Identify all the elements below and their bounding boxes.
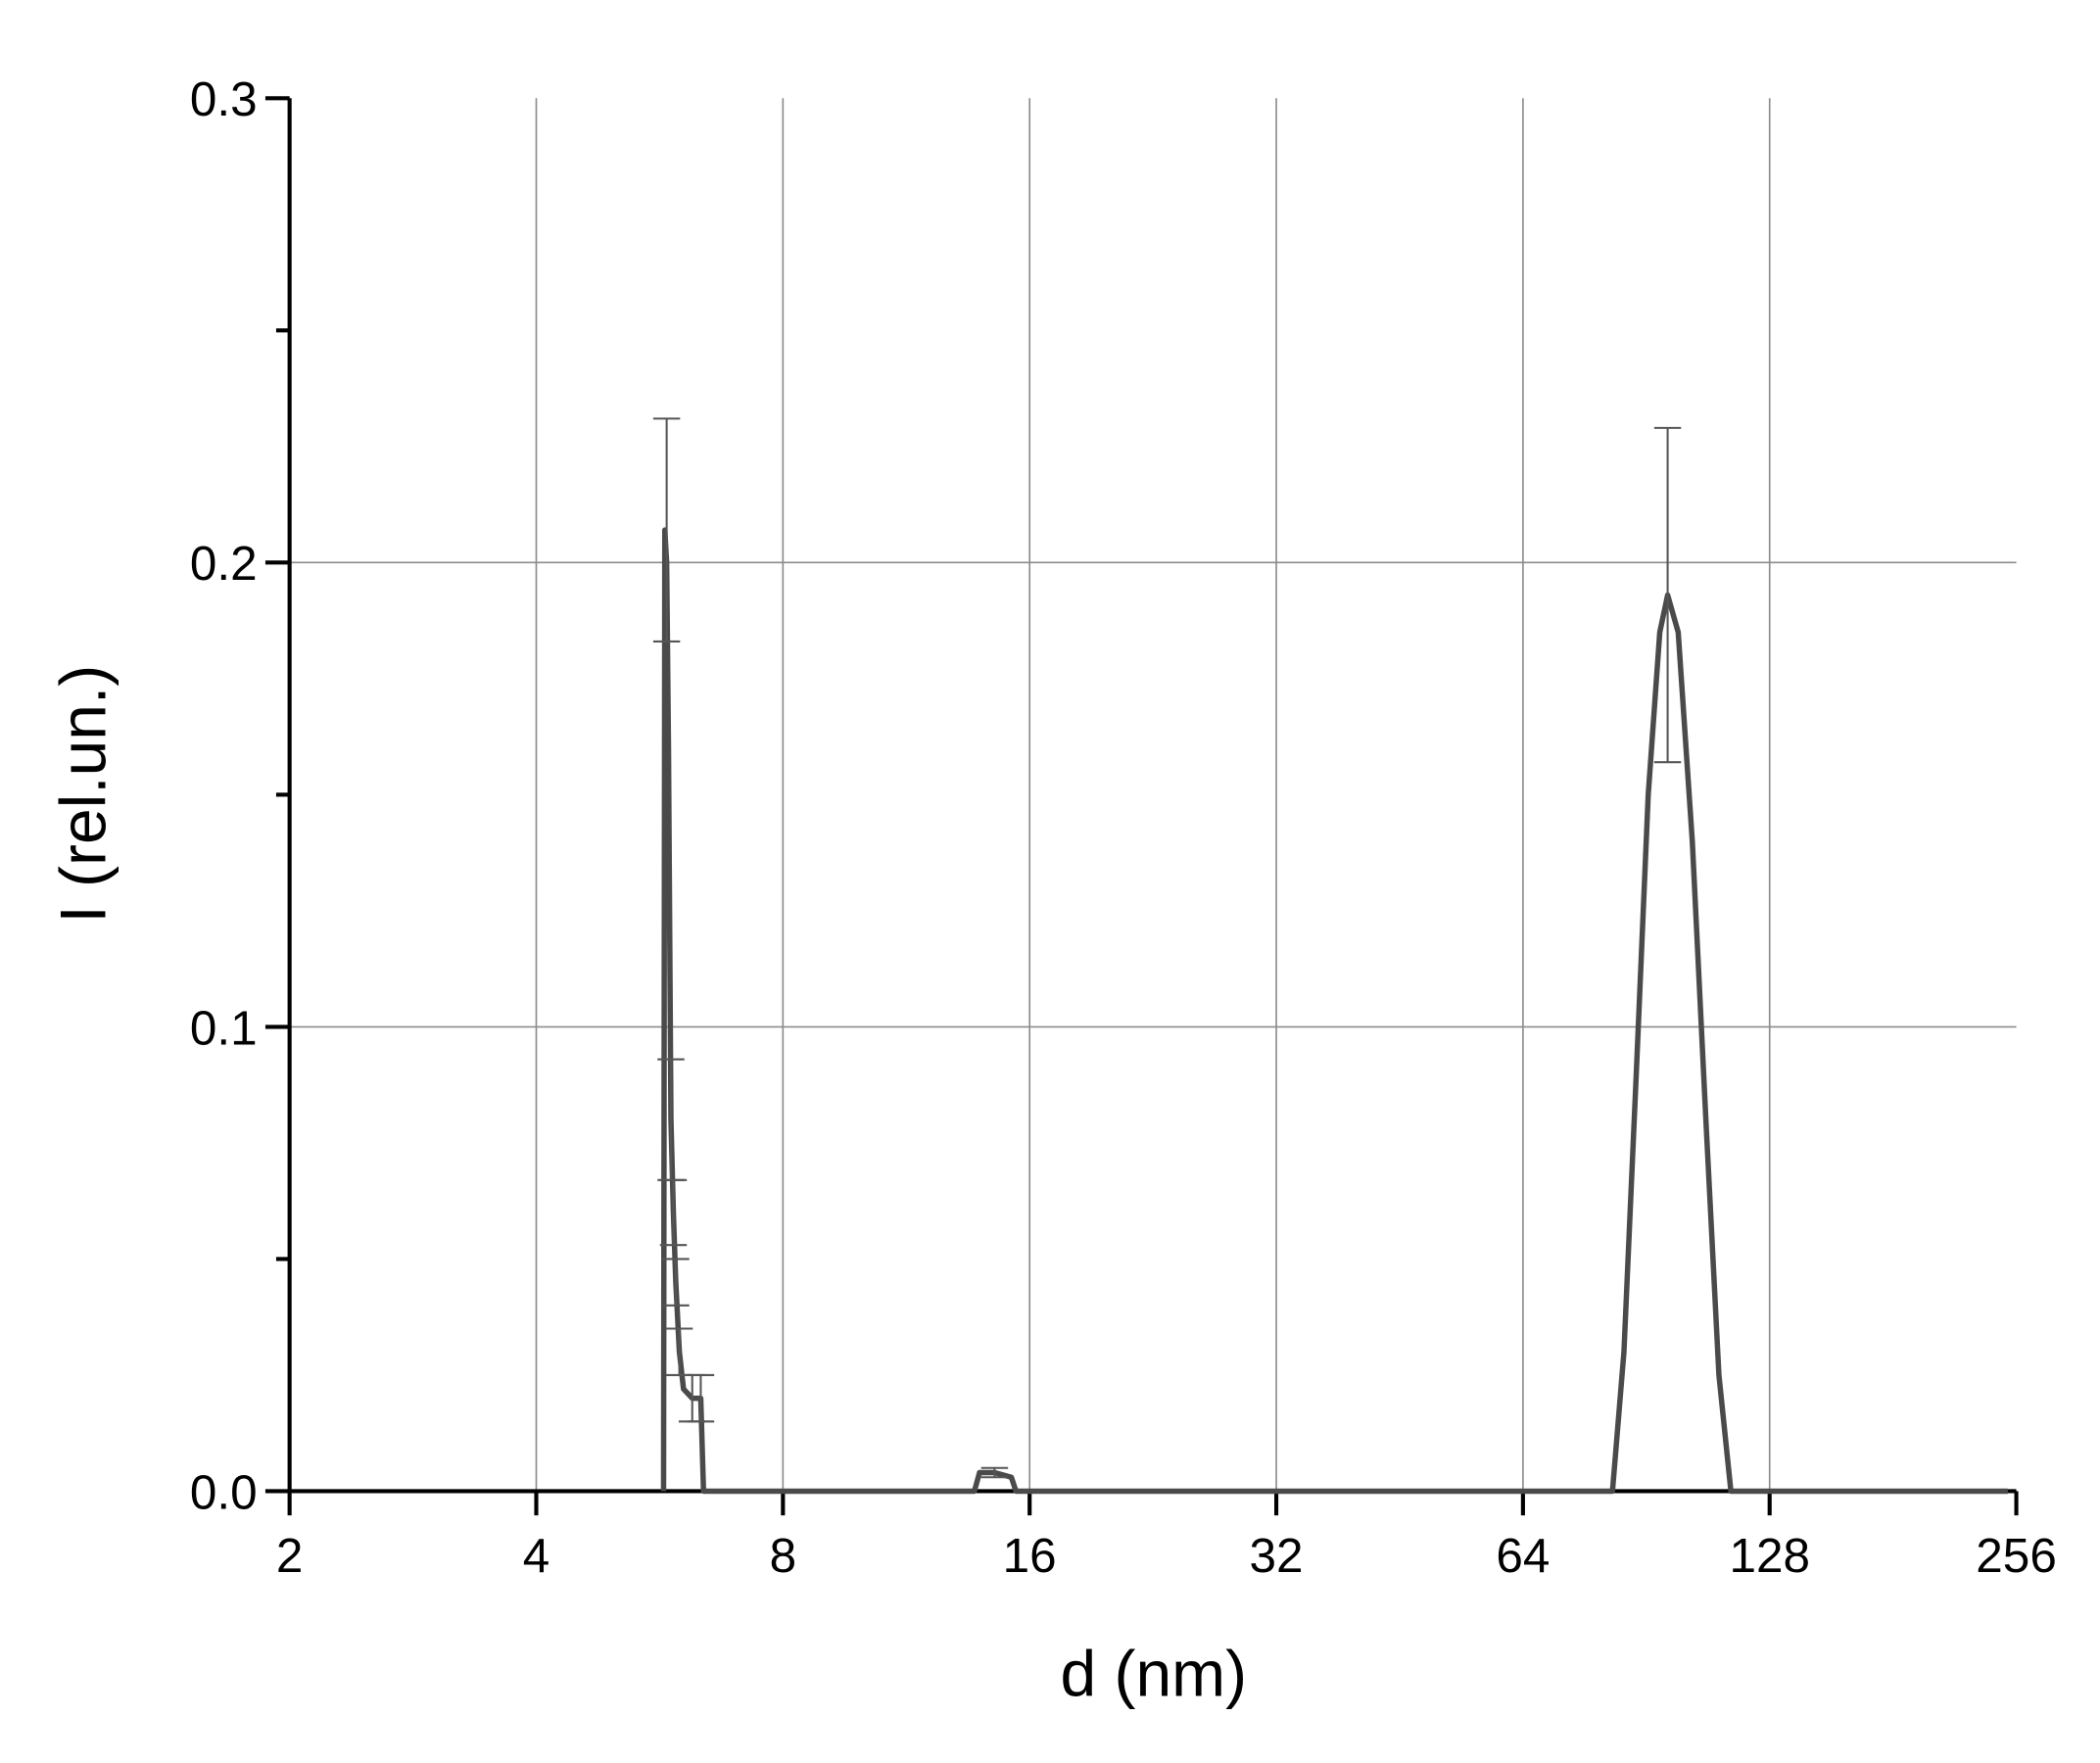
y-tick-label: 0.0 bbox=[190, 1465, 258, 1519]
y-tick-label: 0.2 bbox=[190, 537, 258, 591]
error-bar bbox=[980, 1466, 1009, 1479]
y-tick-label: 0.1 bbox=[190, 1001, 258, 1055]
x-axis-label: d (nm) bbox=[1061, 1637, 1248, 1709]
error-bar bbox=[665, 1327, 693, 1376]
error-bar bbox=[1653, 426, 1682, 764]
x-tick-label: 4 bbox=[523, 1529, 550, 1583]
data-line bbox=[660, 527, 2008, 1495]
x-tick-label: 2 bbox=[276, 1529, 304, 1583]
error-bar bbox=[652, 417, 681, 643]
y-axis-label: I (rel.un.) bbox=[46, 665, 119, 924]
x-tick-label: 128 bbox=[1729, 1529, 1810, 1583]
y-tick-label: 0.3 bbox=[190, 72, 258, 126]
error-bar bbox=[687, 1373, 715, 1423]
x-tick-label: 8 bbox=[770, 1529, 797, 1583]
x-tick-label: 16 bbox=[1003, 1529, 1057, 1583]
error-bar bbox=[662, 1258, 690, 1307]
error-bar bbox=[659, 1178, 688, 1247]
x-tick-label: 64 bbox=[1496, 1529, 1550, 1583]
x-tick-label: 256 bbox=[1976, 1529, 2057, 1583]
x-tick-label: 32 bbox=[1250, 1529, 1304, 1583]
